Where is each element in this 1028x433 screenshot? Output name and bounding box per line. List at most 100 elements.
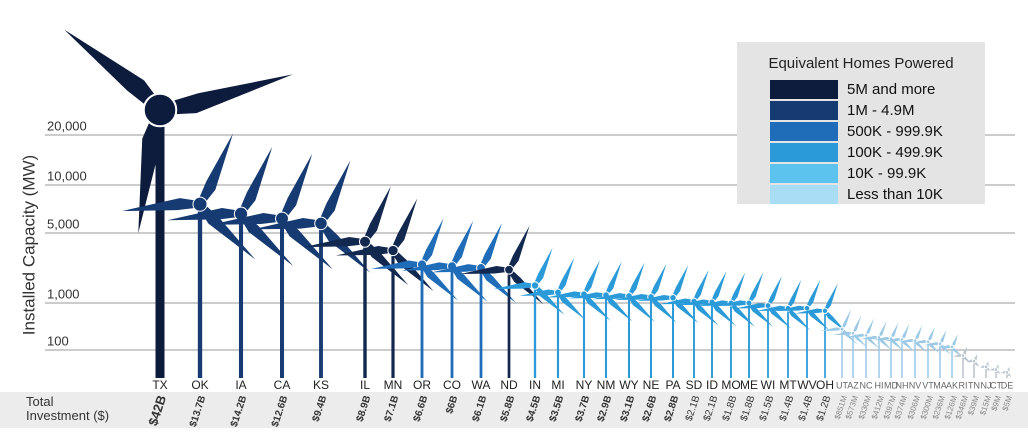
- turbine-blade: [735, 303, 769, 309]
- turbine-blade: [507, 225, 530, 271]
- turbine-blade: [711, 301, 737, 327]
- turbine-blade: [627, 294, 656, 323]
- legend-swatch: [770, 185, 838, 204]
- turbine: [519, 257, 586, 378]
- x-tick-label: PA: [665, 378, 680, 392]
- turbine-tower: [420, 264, 424, 378]
- turbine-blade: [335, 246, 394, 256]
- turbine-blade: [898, 338, 916, 343]
- x-tick-label: AK: [946, 380, 958, 390]
- turbine-blade: [841, 309, 852, 330]
- turbine-tower: [806, 308, 808, 378]
- turbine-blade: [914, 325, 923, 341]
- turbine-blade: [820, 327, 843, 332]
- turbine-blade: [158, 74, 293, 115]
- turbine-hub: [358, 235, 372, 248]
- turbine-blade: [824, 309, 847, 333]
- legend-label: 500K - 999.9K: [847, 123, 943, 140]
- x-tick-label: WI: [761, 378, 776, 392]
- turbine-blade: [748, 302, 773, 327]
- turbine: [460, 225, 544, 378]
- turbine-blade: [715, 300, 750, 306]
- turbine-blade: [238, 211, 294, 267]
- turbine-blade: [878, 320, 887, 338]
- turbine-hub: [925, 339, 931, 344]
- legend-swatch: [770, 122, 838, 141]
- x-tick-label: TX: [152, 378, 167, 392]
- x-tick-label: MO: [721, 378, 740, 392]
- turbine-hub: [142, 92, 178, 128]
- turbine-blade: [122, 198, 201, 212]
- x-tick-label: IN: [529, 378, 541, 392]
- y-axis-title: Installed Capacity (MW): [19, 155, 38, 335]
- turbine-blade: [873, 336, 892, 341]
- turbine-hub: [983, 364, 989, 370]
- turbine-blade: [787, 307, 811, 331]
- turbine-hub: [839, 326, 845, 332]
- turbine: [1001, 366, 1012, 378]
- turbine-blade: [914, 340, 927, 353]
- turbine-tower: [962, 355, 964, 378]
- turbine-blade: [677, 299, 713, 306]
- turbine-tower: [852, 333, 854, 378]
- turbine-tower: [890, 338, 892, 378]
- turbine-blade: [614, 294, 652, 301]
- investment-value: $6B: [444, 394, 460, 415]
- turbine-tower: [693, 301, 695, 378]
- turbine-blade: [786, 279, 802, 309]
- turbine-tower: [767, 305, 769, 378]
- turbine-tower: [787, 308, 789, 378]
- turbine-blade: [710, 271, 727, 303]
- x-tick-label: ND: [500, 378, 518, 392]
- turbine-hub: [504, 264, 514, 275]
- y-tick-label: 100: [47, 333, 69, 348]
- turbine-tower: [824, 310, 826, 378]
- x-tick-label: RI: [959, 380, 968, 390]
- turbine-tower: [841, 329, 843, 378]
- turbine-hub: [1004, 370, 1010, 375]
- x-tick-label: DE: [1001, 380, 1014, 390]
- turbine: [846, 317, 880, 378]
- turbine-blade: [568, 292, 607, 299]
- turbine-blade: [318, 160, 351, 225]
- turbine-blade: [210, 213, 283, 225]
- turbine: [911, 326, 940, 378]
- turbine-blade: [479, 223, 502, 269]
- x-tick-label: NE: [643, 378, 660, 392]
- legend-label: 10K - 99.9K: [847, 165, 926, 182]
- legend-swatch: [770, 143, 838, 162]
- turbine: [335, 198, 434, 378]
- turbine-hub: [192, 196, 208, 212]
- turbine-blade: [519, 289, 559, 296]
- turbine-blade: [431, 264, 482, 273]
- legend-swatch: [770, 164, 838, 183]
- turbines: [64, 29, 1012, 378]
- turbine-tower: [155, 110, 165, 378]
- turbine-blade: [303, 236, 366, 248]
- turbine-blade: [911, 340, 929, 344]
- turbine: [659, 269, 719, 378]
- turbine-tower: [878, 337, 880, 378]
- turbine-hub: [314, 216, 328, 231]
- turbine: [873, 322, 904, 378]
- turbine-blade: [884, 337, 903, 342]
- turbine: [952, 346, 971, 378]
- turbine-tower: [507, 269, 511, 378]
- turbine-blade: [460, 265, 510, 274]
- turbine-tower: [973, 361, 975, 378]
- legend-title: Equivalent Homes Powered: [768, 55, 953, 72]
- turbine-blade: [901, 323, 910, 340]
- x-tick-label: CT: [990, 380, 1002, 390]
- turbine-tower: [391, 250, 395, 378]
- turbine: [251, 160, 371, 378]
- turbine-blade: [952, 353, 964, 357]
- turbine: [637, 265, 699, 378]
- turbine-hub: [821, 307, 829, 315]
- x-tick-label: MA: [933, 380, 947, 390]
- turbine-tower: [604, 295, 608, 378]
- legend: Equivalent Homes Powered 5M and more 1M - …: [737, 42, 985, 204]
- turbine-tower: [901, 339, 903, 378]
- turbine-tower: [363, 241, 367, 378]
- turbine-tower: [939, 343, 941, 378]
- x-tick-label: HI: [875, 380, 884, 390]
